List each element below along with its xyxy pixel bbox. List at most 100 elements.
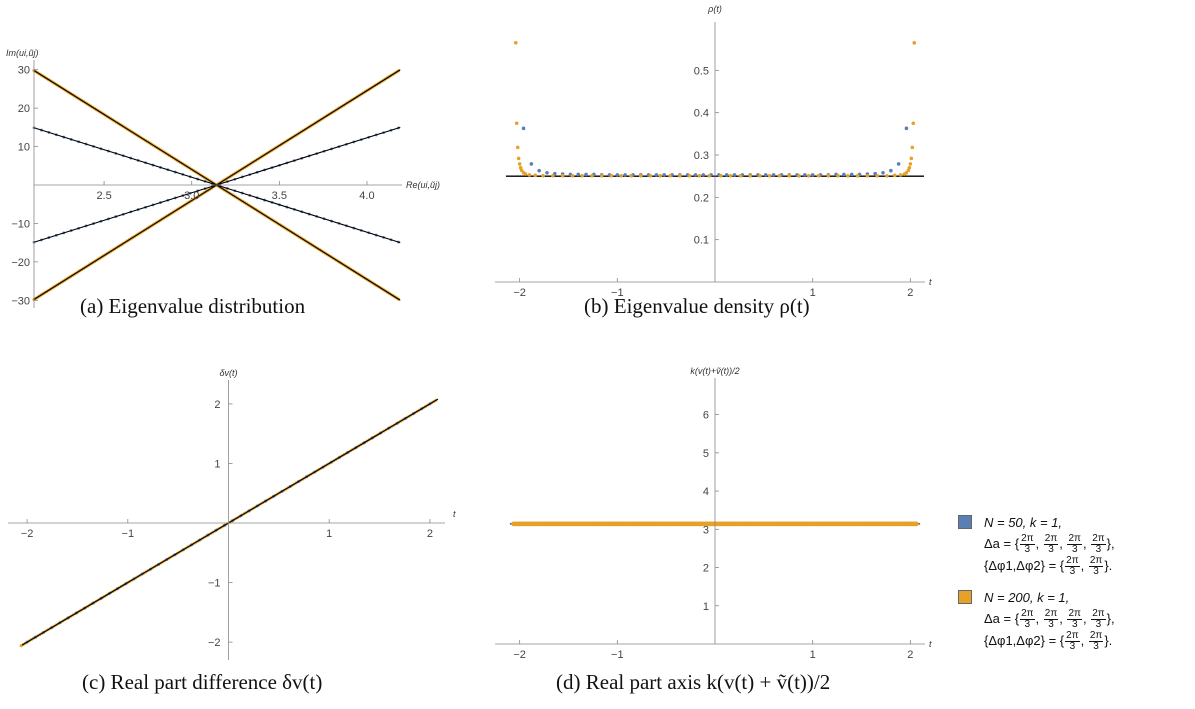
caption-d: (d) Real part axis k(v(t) + ṽ(t))/2 <box>556 670 831 694</box>
legend-delta-phi-suffix: }. <box>1104 558 1113 574</box>
data-point <box>560 173 565 178</box>
data-point <box>913 521 919 527</box>
data-point <box>519 168 524 173</box>
fraction-separator: , <box>1035 536 1043 551</box>
data-point <box>521 126 526 131</box>
y-tick-label: 6 <box>703 410 709 422</box>
fraction-numerator: 2π <box>1043 608 1059 621</box>
x-tick-label: −2 <box>513 287 526 299</box>
data-point <box>911 121 916 126</box>
fraction: 2π 3 <box>1091 609 1106 631</box>
chart-b: −2 −1 1 2 0.1 0.2 0.3 0.4 0.5 t ρ(t) <box>495 4 932 299</box>
y-tick-label: −1 <box>208 578 221 590</box>
data-point <box>570 173 575 178</box>
data-point <box>724 173 729 177</box>
x-tick-label: 1 <box>810 287 816 299</box>
data-point <box>697 173 702 178</box>
data-point <box>738 173 743 178</box>
x-axis-title: Re(ui,ũj) <box>406 180 440 190</box>
data-point <box>728 173 733 178</box>
y-axis-title: Im(ui,ũj) <box>6 48 39 58</box>
legend-fracs: 2π 3, 2π 3 <box>1064 630 1104 652</box>
y-tick-label: 30 <box>18 65 30 77</box>
legend-delta-a-prefix: Δa = { <box>984 536 1020 551</box>
data-point <box>629 173 633 178</box>
data-point <box>836 173 840 178</box>
caption-c: (c) Real part difference δv(t) <box>82 670 323 694</box>
data-point <box>816 173 821 178</box>
data-point <box>912 41 917 45</box>
data-point <box>513 41 518 45</box>
data-point <box>537 168 541 173</box>
fraction-numerator: 2π <box>1020 608 1035 621</box>
fraction-separator: , <box>1082 536 1091 551</box>
fraction-separator: , <box>1059 611 1067 627</box>
data-point <box>599 173 604 178</box>
y-tick-label: 4 <box>703 486 709 498</box>
fraction-separator: , <box>1035 611 1043 627</box>
x-tick-label: 1 <box>810 649 816 661</box>
fraction-numerator: 2π <box>1091 533 1106 546</box>
data-point <box>590 173 594 178</box>
data-point <box>767 173 772 178</box>
fraction-denominator: 3 <box>1069 641 1076 653</box>
legend-delta-a-prefix: Δa = { <box>984 611 1020 627</box>
data-point <box>763 173 768 177</box>
data-point <box>806 173 811 178</box>
legend-entry-1: N = 50, k = 1, Δa = {2π 3, 2π 3, 2π 3, 2π 3}… <box>958 512 1190 577</box>
y-tick-label: 2 <box>214 399 220 411</box>
y-tick-label: 10 <box>18 142 30 154</box>
data-point <box>810 173 815 177</box>
x-tick-label: 3.0 <box>184 190 199 202</box>
data-point <box>908 162 913 166</box>
data-point <box>898 173 903 177</box>
chart-d: −2 −1 1 2 1 2 3 4 5 6 t k(v(t)+ṽ(t))/2 <box>495 366 932 661</box>
x-tick-label: −2 <box>21 528 34 540</box>
fraction-denominator: 3 <box>1093 566 1099 578</box>
data-point <box>896 162 901 166</box>
x-axis-title: t <box>929 639 932 649</box>
y-tick-label: −30 <box>11 295 30 307</box>
data-point <box>748 173 752 178</box>
fraction-numerator: 2π <box>1020 533 1035 546</box>
legend-line-2: Δa = {2π 3, 2π 3, 2π 3, 2π 3}, <box>984 533 1190 555</box>
data-point <box>787 173 792 178</box>
fraction-denominator: 3 <box>1069 566 1076 578</box>
x-tick-label: 2 <box>907 287 913 299</box>
data-point <box>619 173 624 178</box>
fraction-denominator: 3 <box>1071 619 1078 631</box>
y-axis-title: k(v(t)+ṽ(t))/2 <box>690 366 739 376</box>
fraction-numerator: 2π <box>1088 555 1104 568</box>
x-tick-label: −2 <box>513 649 526 661</box>
x-tick-label: −1 <box>611 649 624 661</box>
data-point <box>516 156 521 161</box>
fraction-numerator: 2π <box>1067 533 1082 546</box>
fraction-denominator: 3 <box>1095 619 1102 631</box>
data-point <box>910 145 915 150</box>
data-point <box>846 173 850 178</box>
fraction-denominator: 3 <box>1024 619 1031 631</box>
y-axis-title: ρ(t) <box>707 4 722 14</box>
fraction-numerator: 2π <box>1065 630 1080 643</box>
legend-entry-2: N = 200, k = 1, Δa = {2π 3, 2π 3, 2π 3, 2π 3… <box>958 587 1190 652</box>
fraction-denominator: 3 <box>1071 544 1078 556</box>
y-tick-label: 0.2 <box>694 192 709 204</box>
y-axis-title: δv(t) <box>220 368 238 378</box>
fraction-separator: , <box>1059 536 1067 551</box>
data-point <box>545 170 549 175</box>
fraction: 2π 3 <box>1020 608 1035 631</box>
data-point <box>527 173 532 177</box>
data-point <box>758 173 762 178</box>
data-point <box>615 173 620 177</box>
legend-delta-a-suffix: }, <box>1106 611 1115 627</box>
fraction: 2π 3 <box>1067 533 1082 556</box>
data-point <box>609 173 614 178</box>
caption-b: (b) Eigenvalue density ρ(t) <box>584 294 810 318</box>
data-point <box>777 173 782 178</box>
data-point <box>909 156 914 161</box>
x-tick-label: 2.5 <box>96 190 111 202</box>
data-point <box>865 173 870 178</box>
data-point <box>842 172 846 177</box>
data-point <box>662 173 667 177</box>
data-point <box>855 173 860 178</box>
